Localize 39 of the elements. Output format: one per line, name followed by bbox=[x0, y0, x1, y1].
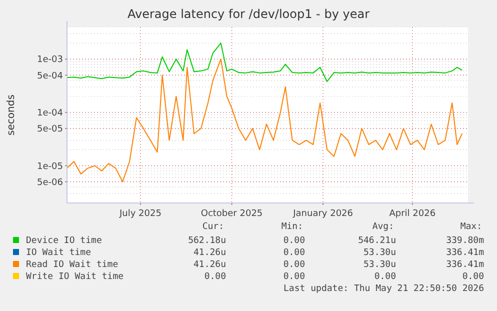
x-tick-label: April 2026 bbox=[389, 209, 436, 219]
y-tick-label: 1e-04 bbox=[37, 108, 64, 119]
text: 339.80m bbox=[446, 236, 484, 246]
legend-label: Device IO time bbox=[26, 236, 102, 246]
text: Last update: Thu May 21 22:50:50 2026 bbox=[284, 284, 484, 294]
text: 0.00 bbox=[283, 248, 305, 258]
text: 0.00 bbox=[374, 272, 396, 282]
text: 0.00 bbox=[462, 272, 484, 282]
text: 53.30u bbox=[363, 260, 396, 270]
text: 0.00 bbox=[283, 272, 305, 282]
text: Max: bbox=[460, 222, 482, 232]
x-tick-label: July 2025 bbox=[118, 209, 162, 219]
x-tick-label: January 2026 bbox=[292, 209, 354, 219]
x-tick-label: October 2025 bbox=[200, 209, 263, 219]
y-tick-label: 5e-04 bbox=[37, 71, 64, 82]
y-tick-label: 1e-03 bbox=[37, 55, 63, 66]
text: Min: bbox=[281, 222, 303, 232]
text: 41.26u bbox=[193, 260, 226, 270]
text: 0.00 bbox=[204, 272, 226, 282]
chart-title: Average latency for /dev/loop1 - by year bbox=[127, 7, 370, 21]
text: 336.41m bbox=[446, 248, 484, 258]
text: 546.21u bbox=[358, 236, 396, 246]
text: 53.30u bbox=[363, 248, 396, 258]
text: 41.26u bbox=[193, 248, 226, 258]
text: 0.00 bbox=[283, 260, 305, 270]
legend-label: IO Wait time bbox=[26, 248, 92, 258]
y-tick-label: 5e-06 bbox=[37, 178, 64, 188]
legend-label: Read IO Wait time bbox=[26, 260, 118, 270]
legend-label: Write IO Wait time bbox=[26, 272, 124, 282]
text: 562.18u bbox=[188, 236, 226, 246]
text: 0.00 bbox=[283, 236, 305, 246]
y-axis-title: seconds bbox=[6, 94, 17, 136]
y-tick-label: 5e-05 bbox=[37, 124, 63, 135]
y-tick-label: 1e-05 bbox=[37, 162, 63, 172]
text: Cur: bbox=[202, 222, 224, 232]
text: Avg: bbox=[372, 222, 394, 232]
line-series bbox=[66, 58, 463, 182]
line-series bbox=[66, 42, 463, 82]
text: 336.41m bbox=[446, 260, 484, 270]
